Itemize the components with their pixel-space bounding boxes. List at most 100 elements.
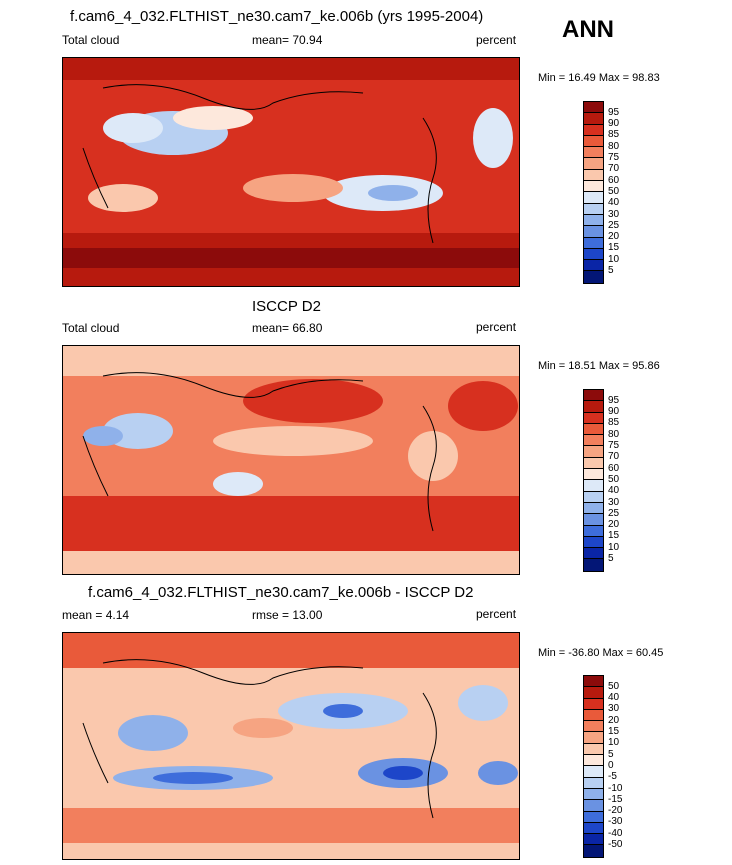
panel-3-units: percent: [476, 607, 517, 621]
colorbar-swatch: [584, 491, 603, 503]
colorbar-swatch: [584, 676, 603, 688]
panel-2-left-label: Total cloud: [62, 321, 120, 335]
colorbar-tick-label: 15: [608, 530, 620, 542]
colorbar-tick-label: -10: [608, 782, 623, 794]
colorbar-tick-label: -15: [608, 793, 623, 805]
colorbar-swatch: [584, 743, 603, 756]
colorbar-tick-label: 20: [608, 231, 620, 243]
colorbar-tick-label: -40: [608, 827, 623, 839]
panel-2-colorbar: [583, 389, 604, 572]
colorbar-swatch: [584, 687, 603, 699]
colorbar-swatch: [584, 124, 603, 136]
colorbar-tick-label: 70: [608, 451, 620, 463]
colorbar-swatch: [584, 401, 603, 413]
colorbar-tick-label: 5: [608, 265, 614, 276]
colorbar-swatch: [584, 457, 603, 470]
colorbar-tick-label: 5: [608, 553, 614, 564]
colorbar-tick-label: 70: [608, 163, 620, 175]
panel-3-minmax: Min = -36.80 Max = 60.45: [538, 647, 664, 659]
colorbar-swatch: [584, 147, 603, 159]
colorbar-swatch: [584, 169, 603, 182]
colorbar-tick-label: 20: [608, 714, 620, 726]
colorbar-tick-label: -30: [608, 816, 623, 828]
colorbar-swatch: [584, 788, 603, 801]
colorbar-swatch: [584, 271, 603, 283]
colorbar-tick-label: 50: [608, 473, 620, 485]
colorbar-swatch: [584, 192, 603, 204]
panel-1-stat-label: mean= 70.94: [252, 33, 323, 47]
colorbar-swatch: [584, 423, 603, 436]
colorbar-tick-label: 50: [608, 185, 620, 197]
panel-1-units: percent: [476, 33, 517, 47]
colorbar-swatch: [584, 480, 603, 492]
colorbar-tick-label: 40: [608, 197, 620, 209]
colorbar-tick-label: 30: [608, 208, 620, 220]
colorbar-tick-label: 60: [608, 174, 620, 186]
colorbar-swatch: [584, 226, 603, 238]
colorbar-swatch: [584, 845, 603, 857]
colorbar-swatch: [584, 390, 603, 402]
colorbar-tick-label: 10: [608, 737, 620, 749]
panel-1-title: f.cam6_4_032.FLTHIST_ne30.cam7_ke.006b (…: [70, 8, 484, 25]
colorbar-swatch: [584, 237, 603, 249]
colorbar-tick-label: 40: [608, 485, 620, 497]
colorbar-tick-label: -20: [608, 805, 623, 817]
colorbar-tick-label: 30: [608, 703, 620, 715]
colorbar-swatch: [584, 777, 603, 789]
colorbar-swatch: [584, 755, 603, 767]
colorbar-swatch: [584, 412, 603, 424]
panel-3-title: f.cam6_4_032.FLTHIST_ne30.cam7_ke.006b -…: [88, 584, 474, 601]
colorbar-swatch: [584, 203, 603, 215]
colorbar-swatch: [584, 709, 603, 722]
colorbar-tick-label: 90: [608, 406, 620, 418]
panel-1-minmax: Min = 16.49 Max = 98.83: [538, 72, 660, 84]
colorbar-swatch: [584, 514, 603, 526]
colorbar-swatch: [584, 766, 603, 778]
panel-3-map: [62, 632, 520, 860]
colorbar-tick-label: 30: [608, 496, 620, 508]
colorbar-tick-label: 50: [608, 680, 620, 692]
panel-2-map: [62, 345, 520, 575]
colorbar-swatch: [584, 800, 603, 812]
colorbar-tick-label: 10: [608, 253, 620, 265]
panel-1-left-label: Total cloud: [62, 33, 120, 47]
colorbar-swatch: [584, 260, 603, 272]
colorbar-tick-label: 10: [608, 541, 620, 553]
colorbar-swatch: [584, 698, 603, 710]
colorbar-tick-label: 20: [608, 519, 620, 531]
colorbar-swatch: [584, 732, 603, 744]
colorbar-tick-label: -5: [608, 771, 617, 783]
colorbar-swatch: [584, 435, 603, 447]
colorbar-swatch: [584, 446, 603, 458]
colorbar-tick-label: -50: [608, 839, 623, 850]
colorbar-tick-label: 15: [608, 242, 620, 254]
colorbar-swatch: [584, 158, 603, 170]
colorbar-swatch: [584, 181, 603, 193]
colorbar-swatch: [584, 822, 603, 835]
colorbar-swatch: [584, 525, 603, 537]
panel-3-stat-label: rmse = 13.00: [252, 608, 323, 622]
colorbar-tick-label: 80: [608, 428, 620, 440]
colorbar-swatch: [584, 214, 603, 227]
colorbar-tick-label: 40: [608, 692, 620, 704]
colorbar-swatch: [584, 559, 603, 571]
colorbar-tick-label: 15: [608, 726, 620, 737]
colorbar-tick-label: 80: [608, 140, 620, 152]
colorbar-tick-label: 90: [608, 118, 620, 130]
colorbar-swatch: [584, 113, 603, 125]
colorbar-tick-label: 75: [608, 440, 620, 451]
panel-2-title: ISCCP D2: [252, 298, 321, 315]
panel-3-left-label: mean = 4.14: [62, 608, 130, 622]
panel-1-map: [62, 57, 520, 287]
panel-2-stat-label: mean= 66.80: [252, 321, 323, 335]
colorbar-tick-label: 0: [608, 759, 614, 771]
colorbar-tick-label: 25: [608, 507, 620, 519]
colorbar-tick-label: 95: [608, 106, 620, 118]
colorbar-swatch: [584, 469, 603, 481]
colorbar-swatch: [584, 248, 603, 261]
panel-2-units: percent: [476, 320, 517, 334]
colorbar-tick-label: 25: [608, 219, 620, 231]
panel-3-colorbar: [583, 675, 604, 858]
colorbar-swatch: [584, 502, 603, 515]
season-label: ANN: [562, 16, 614, 43]
